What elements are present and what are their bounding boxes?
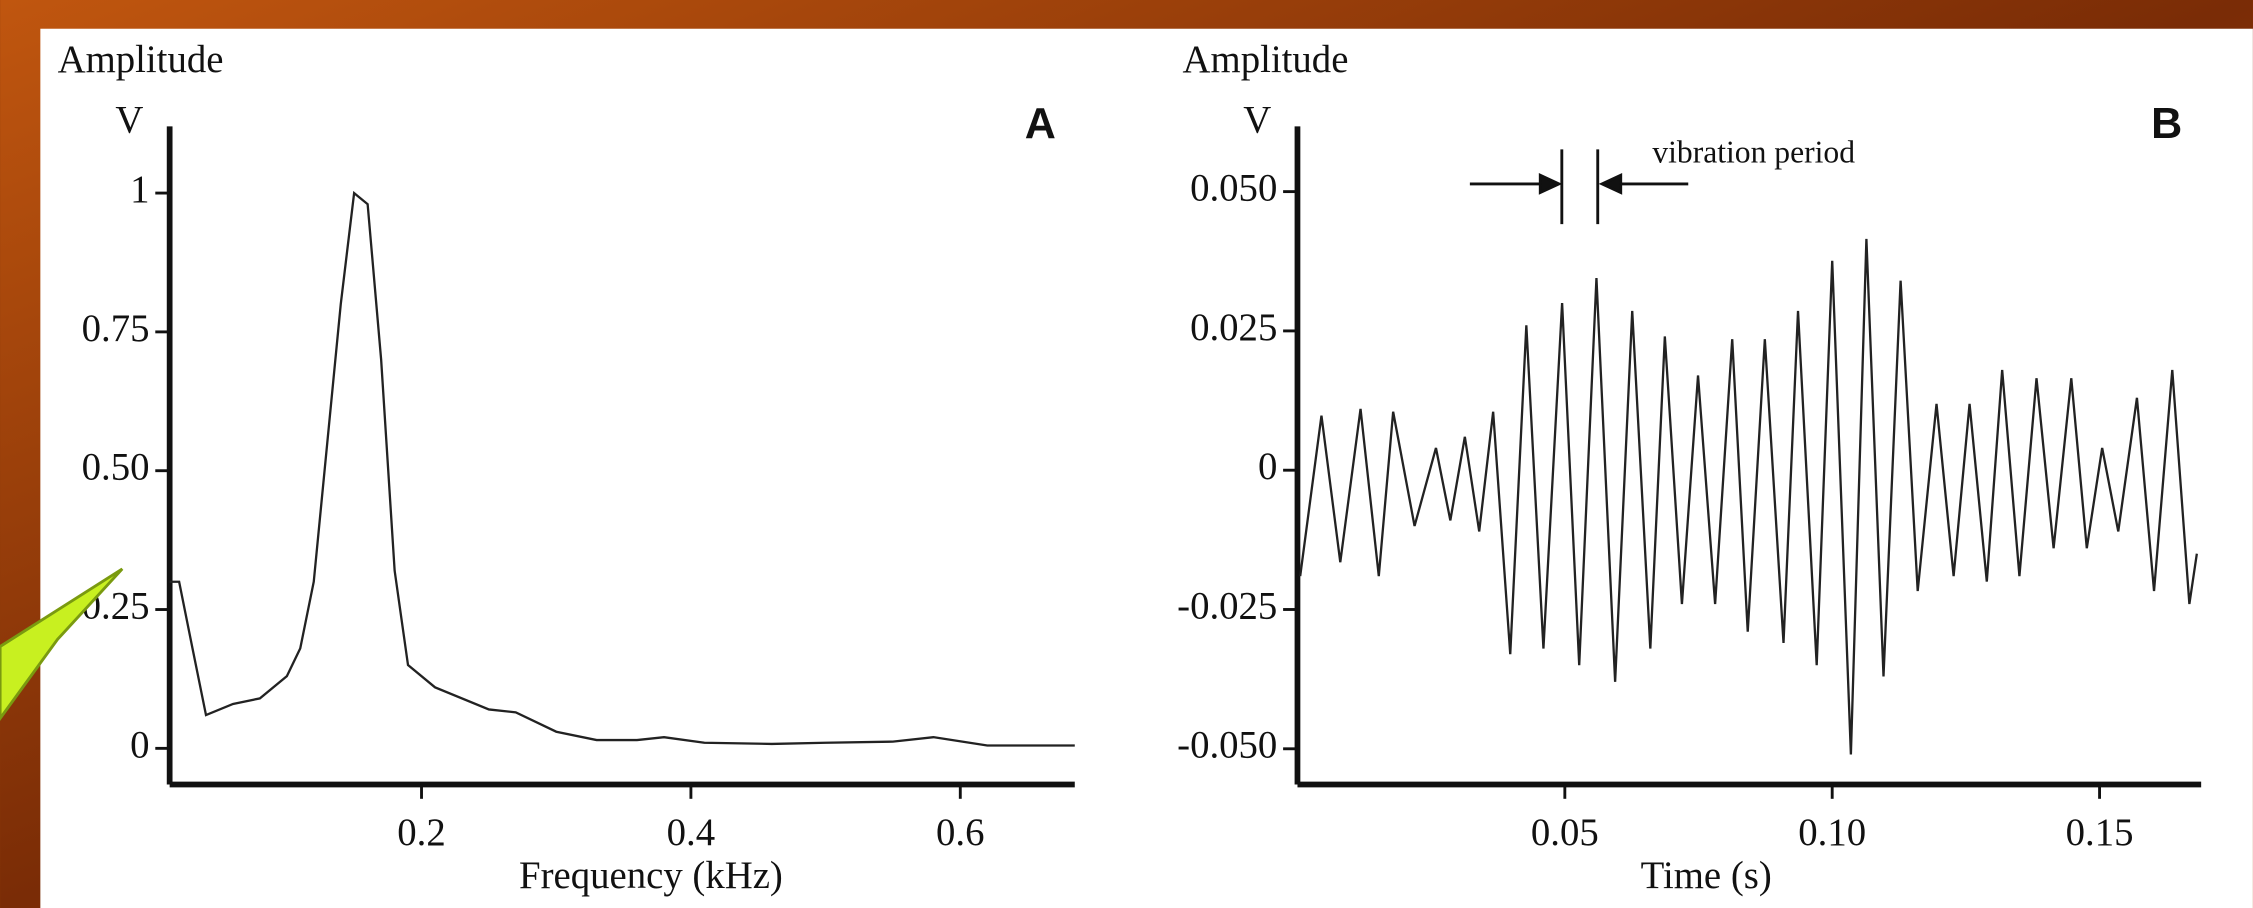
data-line <box>169 190 1075 747</box>
x-tick-label: 0.2 <box>397 811 445 854</box>
vibration-marker <box>1469 149 1689 225</box>
y-tick-label: 0.025 <box>1190 306 1277 349</box>
x-tick-label: 0.6 <box>936 811 984 854</box>
annotation: vibration period <box>1652 134 1855 169</box>
x-axis-title: Time (s) <box>1641 854 1772 897</box>
y-tick-label: -0.050 <box>1177 724 1277 767</box>
x-axis-title: Frequency (kHz) <box>519 854 783 897</box>
y-axis-title: Amplitude <box>1183 38 1349 81</box>
data-line <box>1299 238 2198 755</box>
plot-panel <box>40 28 2253 908</box>
x-tick-label: 0.15 <box>2066 811 2134 854</box>
y-tick-label: 0 <box>130 723 149 766</box>
y-unit: V <box>1243 98 1271 141</box>
y-axis-title: Amplitude <box>58 38 224 81</box>
panel-label: B <box>2151 100 2182 148</box>
x-tick-label: 0.10 <box>1798 811 1866 854</box>
panel-label: A <box>1025 100 1056 148</box>
y-tick-label: 0.75 <box>82 307 150 350</box>
y-tick-label: 1 <box>130 168 149 211</box>
y-tick-label: 0.50 <box>82 446 150 489</box>
y-unit: V <box>115 98 143 141</box>
y-tick-label: -0.025 <box>1177 584 1277 627</box>
x-tick-label: 0.4 <box>667 811 715 854</box>
y-tick-label: 0 <box>1258 445 1277 488</box>
pointer-arrow <box>0 567 124 721</box>
x-tick-label: 0.05 <box>1531 811 1599 854</box>
y-tick-label: 0.050 <box>1190 167 1277 210</box>
